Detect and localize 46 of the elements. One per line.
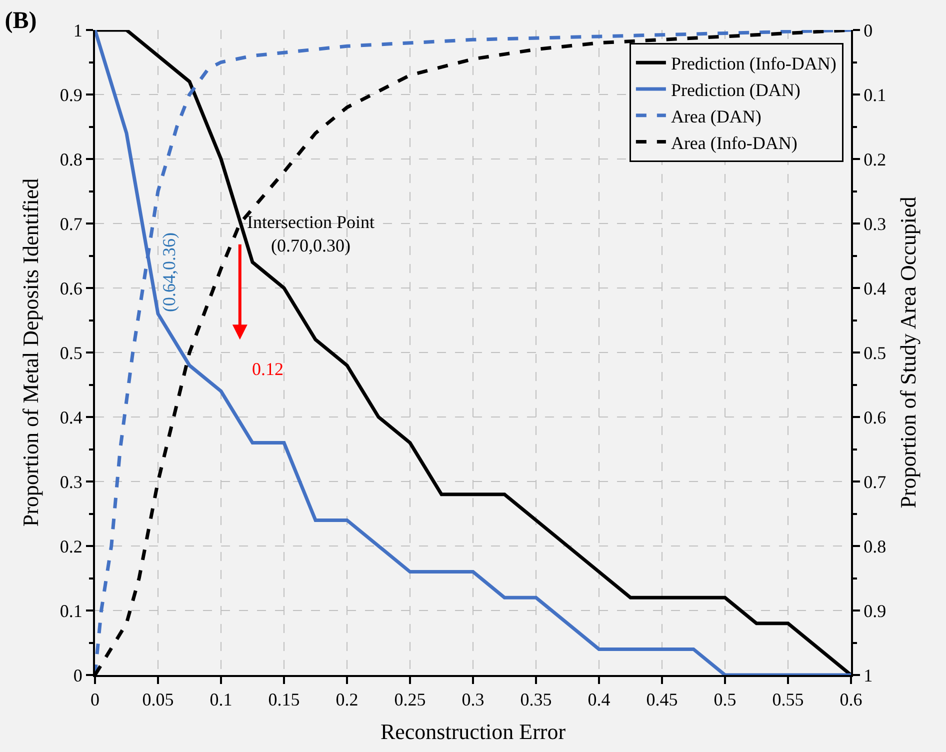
y2-tick-label: 0.8 [864, 536, 886, 556]
x-tick-label: 0.5 [714, 690, 736, 710]
x-tick-label: 0.05 [142, 690, 174, 710]
y-tick-label: 0.8 [60, 149, 82, 170]
y2-tick-label: 0.2 [864, 149, 886, 170]
y-tick-label: 0.3 [60, 472, 82, 492]
x-tick-label: 0.3 [462, 690, 484, 710]
y2-tick-label: 0.4 [864, 278, 886, 298]
y2-tick-label: 0.9 [864, 600, 886, 621]
x-tick-label: 0.1 [210, 690, 232, 710]
y2-tick-label: 0.5 [864, 342, 886, 363]
y-tick-label: 1 [73, 20, 82, 40]
y-tick-label: 0.9 [60, 84, 82, 105]
x-tick-label: 0.35 [520, 690, 552, 710]
legend-label: Area (DAN) [670, 106, 762, 126]
y-tick-label: 0.1 [60, 600, 82, 621]
y2-tick-label: 0.3 [864, 214, 886, 234]
x-tick-label: 0.15 [268, 690, 300, 710]
legend-label: Area (Info-DAN) [670, 132, 798, 153]
x-tick-label: 0.45 [646, 690, 678, 710]
annotation: (0.64,0.36) [159, 232, 180, 312]
chart-title: (B) [4, 8, 37, 34]
y2-tick-label: 0 [864, 20, 873, 40]
y-tick-label: 0.2 [60, 536, 82, 556]
x-tick-label: 0.6 [840, 690, 862, 710]
annotation: 0.12 [252, 359, 284, 379]
y2-tick-label: 0.6 [864, 407, 886, 428]
y2-tick-label: 0.1 [864, 84, 886, 105]
y2-tick-label: 1 [864, 665, 873, 686]
x-tick-label: 0.4 [588, 690, 610, 710]
y-tick-label: 0.6 [60, 278, 82, 298]
y-tick-label: 0 [73, 665, 82, 686]
y2-axis-title: Proportion of Study Area Occupied [896, 196, 920, 508]
y2-tick-label: 0.7 [864, 472, 886, 492]
legend-label: Prediction (DAN) [670, 80, 800, 100]
annotation: Intersection Point (0.70,0.30) [247, 212, 374, 256]
x-tick-label: 0 [90, 690, 100, 710]
x-tick-label: 0.2 [336, 690, 358, 710]
x-tick-label: 0.25 [394, 690, 426, 710]
x-tick-label: 0.55 [772, 690, 804, 710]
x-axis-title: Reconstruction Error [380, 719, 566, 744]
legend-label: Prediction (Info-DAN) [670, 54, 836, 74]
y-tick-label: 0.5 [60, 342, 82, 363]
y-axis-title: Proportion of Metal Deposits Identified [18, 178, 44, 527]
y-tick-label: 0.4 [60, 407, 82, 428]
y-tick-label: 0.7 [60, 214, 82, 234]
